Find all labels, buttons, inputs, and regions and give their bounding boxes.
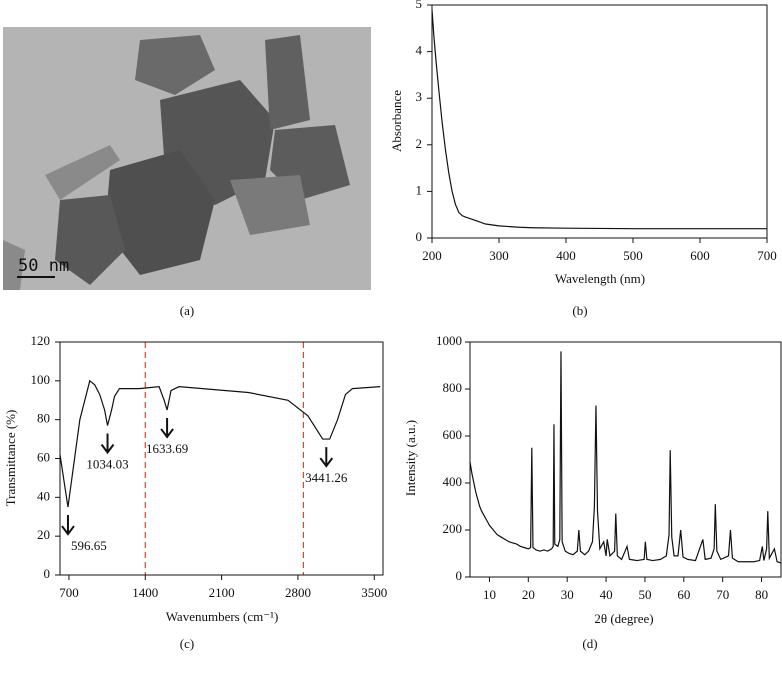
x-tick-label: 10 <box>483 587 496 602</box>
y-tick-label: 3 <box>416 89 423 104</box>
tem-image: 50 nm (a) <box>3 27 371 318</box>
y-tick-label: 40 <box>37 488 50 503</box>
y-tick-label: 600 <box>443 427 463 442</box>
chart-panel: 200 300 400 500 600 700 0 1 2 3 4 5 Wavelength (nm) A… <box>389 0 777 318</box>
annotation: 3441.26 <box>305 470 348 485</box>
annotation: 1633.69 <box>146 441 188 456</box>
scale-bar-label: 50 nm <box>18 256 69 276</box>
y-tick-label: 1000 <box>436 333 462 348</box>
y-tick-label: 800 <box>443 380 463 395</box>
particle <box>135 35 215 95</box>
annotation-arrow <box>100 433 115 455</box>
x-tick-label: 2800 <box>285 585 311 600</box>
y-axis-label: Transmittance (%) <box>3 410 18 507</box>
x-tick-label: 60 <box>677 587 690 602</box>
x-tick-label: 500 <box>623 248 643 263</box>
x-axis-label: Wavenumbers (cm⁻¹) <box>166 609 279 624</box>
annotation: 596.65 <box>71 538 107 553</box>
data-line <box>431 9 767 230</box>
plot-frame <box>431 4 768 239</box>
chart-panel: 700 1400 2100 2800 3500 0 20 40 60 80 100 120 596.65… <box>3 333 387 651</box>
y-tick-label: 400 <box>443 474 463 489</box>
x-axis-label: Wavelength (nm) <box>555 271 645 286</box>
y-tick-label: 0 <box>44 566 51 581</box>
particle <box>45 145 120 200</box>
panel-caption: (b) <box>572 303 587 318</box>
data-line <box>469 351 782 564</box>
x-tick-label: 700 <box>757 248 777 263</box>
particle <box>265 35 310 130</box>
annotation-arrow <box>319 447 334 468</box>
plot-frame <box>469 341 782 578</box>
x-tick-label: 1400 <box>132 585 158 600</box>
y-tick-label: 60 <box>37 449 50 464</box>
x-tick-label: 3500 <box>361 585 387 600</box>
y-tick-label: 200 <box>443 521 463 536</box>
y-tick-label: 5 <box>416 0 423 11</box>
particle <box>230 175 310 235</box>
particle <box>55 195 125 285</box>
y-tick-label: 0 <box>416 229 423 244</box>
x-tick-label: 30 <box>561 587 574 602</box>
y-tick-label: 100 <box>31 372 51 387</box>
y-axis-label: Intensity (a.u.) <box>403 420 418 496</box>
y-tick-label: 0 <box>456 568 463 583</box>
x-tick-label: 80 <box>755 587 768 602</box>
panel-caption: (a) <box>180 303 194 318</box>
x-axis-label: 2θ (degree) <box>594 611 653 626</box>
y-tick-label: 80 <box>37 411 50 426</box>
y-tick-label: 1 <box>416 182 423 197</box>
annotation: 1034.03 <box>86 456 128 471</box>
annotation-arrow <box>61 515 75 536</box>
y-axis-label: Absorbance <box>389 90 404 152</box>
plot-frame <box>59 341 384 576</box>
x-tick-label: 400 <box>556 248 576 263</box>
x-tick-label: 70 <box>716 587 729 602</box>
y-tick-label: 120 <box>31 333 51 348</box>
x-tick-label: 600 <box>690 248 710 263</box>
panel-caption: (d) <box>582 636 597 651</box>
panel-caption: (c) <box>180 636 194 651</box>
x-tick-label: 300 <box>489 248 509 263</box>
particle <box>105 150 215 275</box>
x-tick-label: 700 <box>59 585 79 600</box>
y-tick-label: 2 <box>416 136 423 151</box>
x-tick-label: 50 <box>638 587 651 602</box>
annotation-arrow <box>160 417 174 439</box>
x-tick-label: 200 <box>422 248 442 263</box>
x-tick-label: 2100 <box>209 585 235 600</box>
x-tick-label: 20 <box>522 587 535 602</box>
y-tick-label: 4 <box>416 43 423 58</box>
data-line <box>59 379 381 508</box>
x-tick-label: 40 <box>600 587 613 602</box>
y-tick-label: 20 <box>37 527 50 542</box>
